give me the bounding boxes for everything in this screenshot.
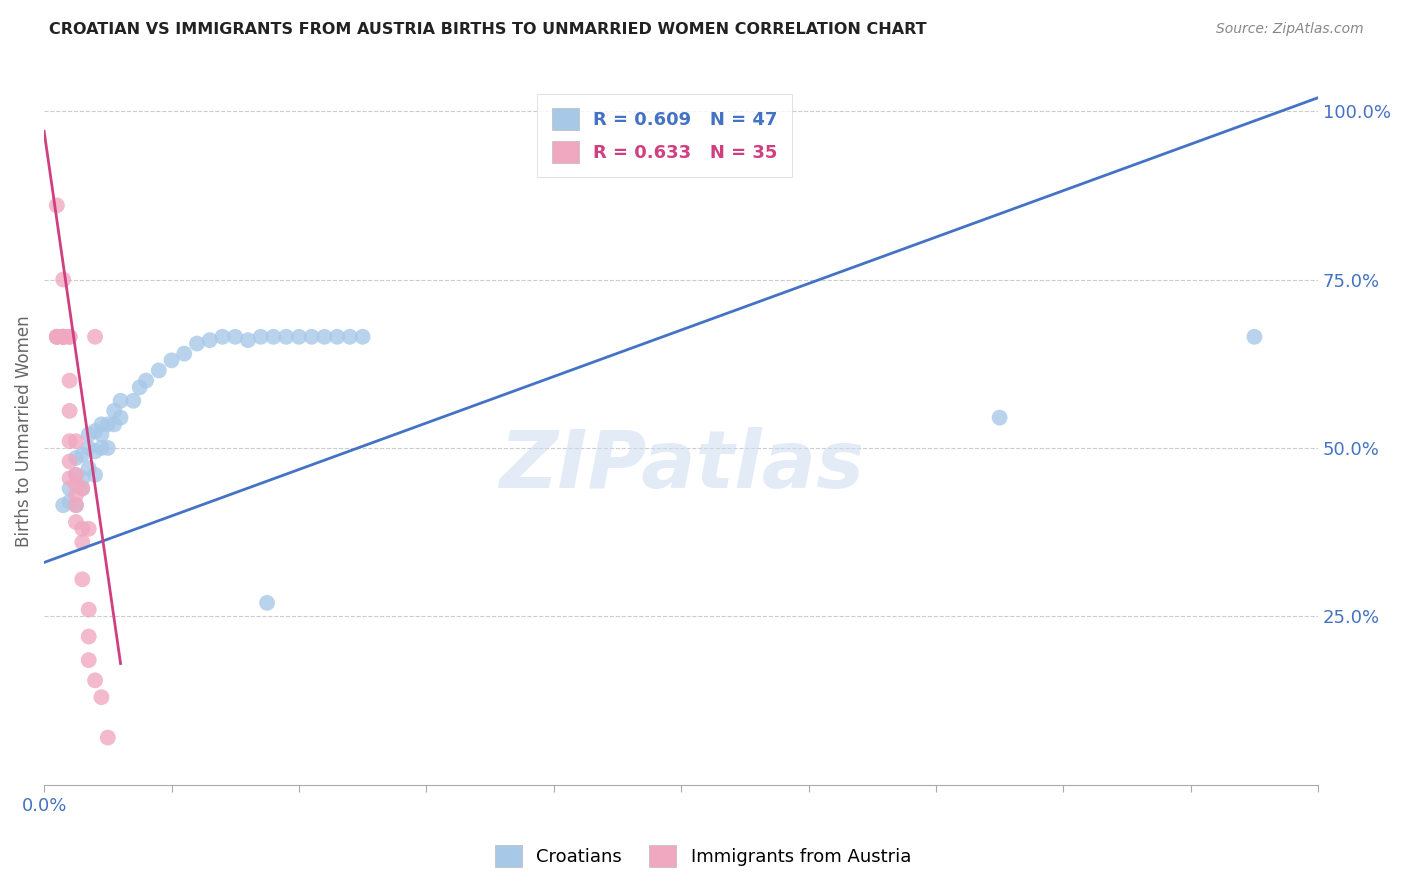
Point: [58, 330, 80, 344]
Point: [72, 481, 94, 495]
Point: [65, 467, 87, 482]
Point: [301, 330, 323, 344]
Point: [77, 441, 100, 455]
Point: [103, 417, 125, 432]
Point: [65, 451, 87, 466]
Point: [72, 481, 94, 495]
Point: [173, 346, 195, 360]
Point: [84, 424, 107, 438]
Point: [65, 515, 87, 529]
Point: [988, 410, 1011, 425]
Point: [160, 353, 183, 368]
Point: [198, 333, 221, 347]
Point: [72, 471, 94, 485]
Point: [52, 272, 75, 286]
Point: [352, 330, 374, 344]
Point: [110, 393, 132, 408]
Point: [77, 427, 100, 442]
Point: [1243, 330, 1265, 344]
Point: [314, 330, 336, 344]
Point: [249, 330, 271, 344]
Point: [52, 330, 75, 344]
Point: [97, 417, 120, 432]
Point: [84, 673, 107, 688]
Point: [84, 444, 107, 458]
Point: [236, 333, 259, 347]
Point: [211, 330, 233, 344]
Point: [52, 498, 75, 512]
Point: [77, 461, 100, 475]
Point: [45, 330, 67, 344]
Point: [52, 330, 75, 344]
Point: [77, 602, 100, 616]
Point: [45, 198, 67, 212]
Point: [148, 363, 170, 377]
Point: [58, 471, 80, 485]
Text: Source: ZipAtlas.com: Source: ZipAtlas.com: [1216, 22, 1364, 37]
Text: ZIPatlas: ZIPatlas: [499, 427, 863, 506]
Point: [58, 434, 80, 449]
Point: [72, 448, 94, 462]
Point: [122, 393, 145, 408]
Point: [97, 731, 120, 745]
Point: [288, 330, 311, 344]
Point: [276, 330, 298, 344]
Point: [77, 653, 100, 667]
Point: [339, 330, 361, 344]
Point: [65, 478, 87, 492]
Text: CROATIAN VS IMMIGRANTS FROM AUSTRIA BIRTHS TO UNMARRIED WOMEN CORRELATION CHART: CROATIAN VS IMMIGRANTS FROM AUSTRIA BIRT…: [49, 22, 927, 37]
Point: [128, 380, 150, 394]
Point: [58, 374, 80, 388]
Point: [90, 690, 112, 705]
Point: [45, 330, 67, 344]
Point: [224, 330, 246, 344]
Point: [90, 427, 112, 442]
Point: [72, 572, 94, 586]
Point: [65, 498, 87, 512]
Point: [135, 374, 157, 388]
Point: [186, 336, 208, 351]
Legend: R = 0.609   N = 47, R = 0.633   N = 35: R = 0.609 N = 47, R = 0.633 N = 35: [537, 94, 792, 178]
Point: [52, 330, 75, 344]
Point: [72, 522, 94, 536]
Point: [97, 441, 120, 455]
Point: [58, 495, 80, 509]
Point: [90, 441, 112, 455]
Point: [84, 330, 107, 344]
Point: [90, 417, 112, 432]
Point: [65, 498, 87, 512]
Point: [256, 596, 278, 610]
Point: [77, 522, 100, 536]
Point: [52, 330, 75, 344]
Point: [58, 404, 80, 418]
Point: [77, 630, 100, 644]
Point: [262, 330, 284, 344]
Point: [58, 481, 80, 495]
Point: [103, 404, 125, 418]
Point: [65, 467, 87, 482]
Point: [326, 330, 349, 344]
Point: [110, 410, 132, 425]
Point: [58, 454, 80, 468]
Point: [58, 330, 80, 344]
Y-axis label: Births to Unmarried Women: Births to Unmarried Women: [15, 315, 32, 547]
Legend: Croatians, Immigrants from Austria: Croatians, Immigrants from Austria: [488, 838, 918, 874]
Point: [65, 434, 87, 449]
Point: [65, 488, 87, 502]
Point: [72, 535, 94, 549]
Point: [45, 330, 67, 344]
Point: [52, 330, 75, 344]
Point: [84, 467, 107, 482]
